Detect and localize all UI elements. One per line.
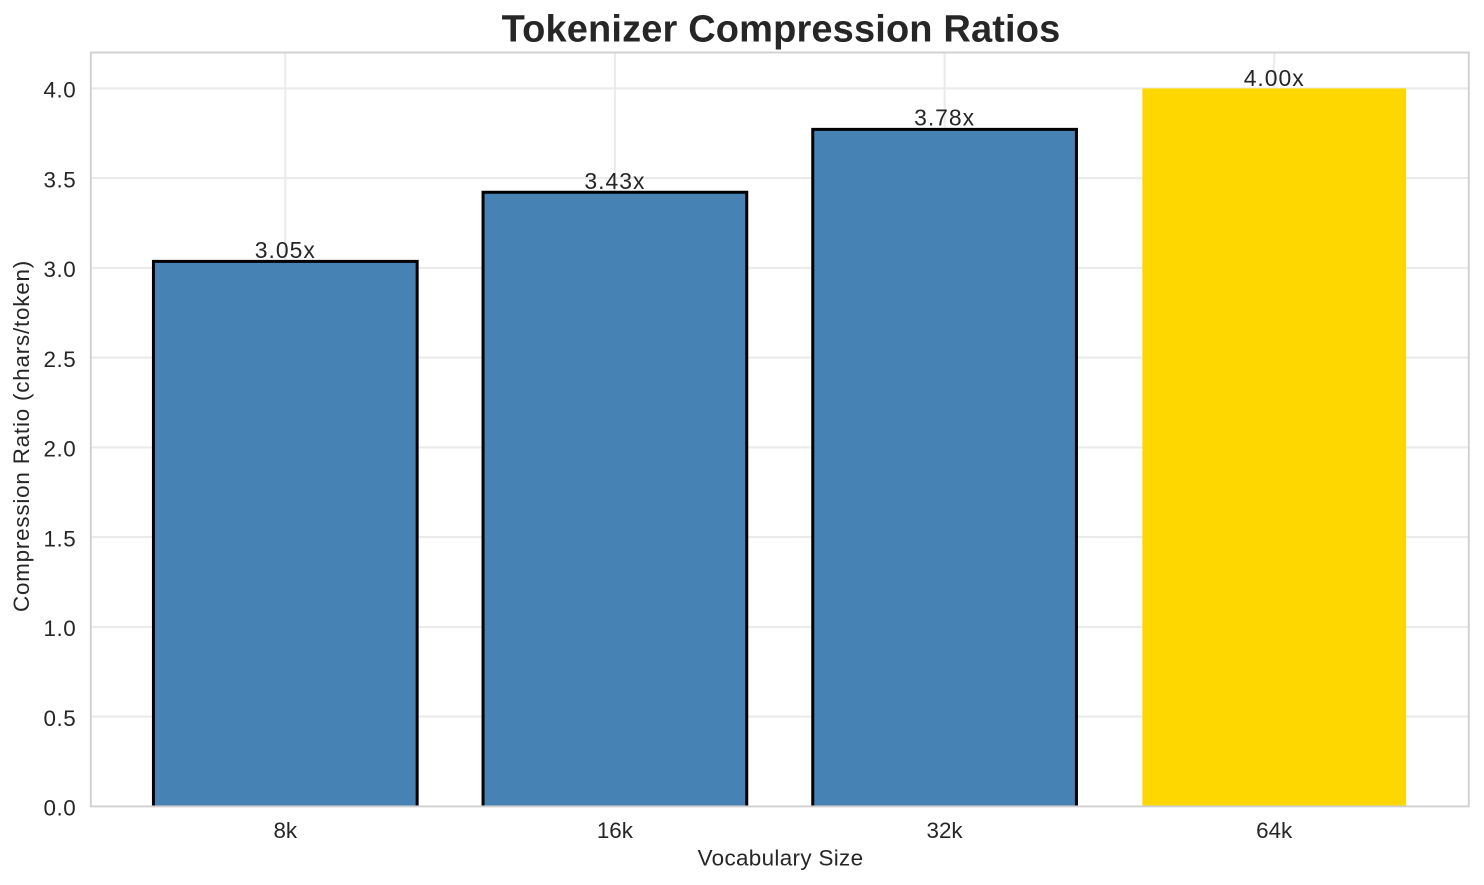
svg-text:32k: 32k [927, 818, 964, 843]
svg-text:0.5: 0.5 [44, 706, 77, 731]
svg-text:3.05x: 3.05x [255, 237, 316, 263]
svg-text:16k: 16k [597, 818, 634, 843]
svg-text:Vocabulary Size: Vocabulary Size [698, 846, 864, 871]
svg-text:1.5: 1.5 [44, 527, 77, 552]
svg-text:2.5: 2.5 [44, 347, 77, 372]
svg-text:3.78x: 3.78x [914, 104, 975, 130]
svg-text:Tokenizer Compression Ratios: Tokenizer Compression Ratios [502, 8, 1061, 50]
svg-text:4.00x: 4.00x [1244, 65, 1305, 91]
svg-text:8k: 8k [273, 818, 297, 843]
svg-text:3.0: 3.0 [44, 257, 77, 282]
svg-text:3.5: 3.5 [44, 168, 77, 193]
svg-text:3.43x: 3.43x [584, 168, 645, 194]
svg-text:Compression Ratio (chars/token: Compression Ratio (chars/token) [9, 260, 34, 612]
svg-text:64k: 64k [1256, 818, 1293, 843]
svg-text:0.0: 0.0 [44, 796, 77, 821]
svg-text:2.0: 2.0 [44, 437, 77, 462]
svg-text:4.0: 4.0 [44, 78, 77, 103]
svg-text:1.0: 1.0 [44, 616, 77, 641]
